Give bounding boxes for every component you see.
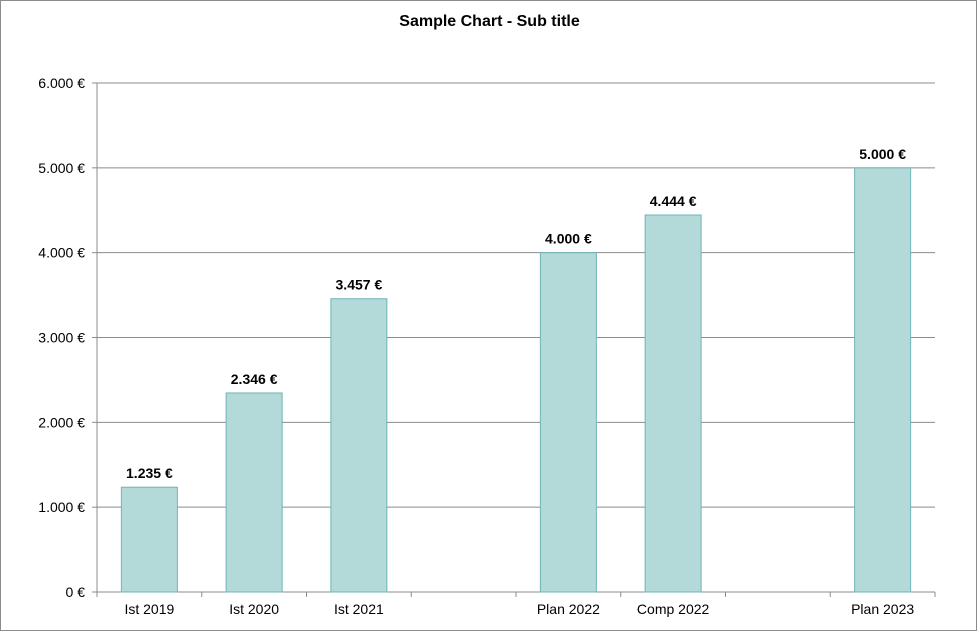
y-tick-label: 4.000 € (38, 245, 85, 261)
y-tick-label: 1.000 € (38, 499, 85, 515)
x-tick-label: Comp 2022 (637, 601, 710, 617)
bar (120, 486, 178, 593)
x-tick-label: Ist 2021 (334, 601, 384, 617)
bar (225, 392, 283, 593)
tick-labels: 0 € 1.000 € 2.000 € 3.000 € 4.000 € 5.000 € 6.… (38, 75, 914, 617)
y-tick-label: 0 € (66, 584, 86, 600)
x-tick-label: Ist 2019 (124, 601, 174, 617)
data-label: 3.457 € (336, 277, 383, 293)
axes (92, 82, 936, 597)
y-tick-label: 2.000 € (38, 414, 85, 430)
data-label: 5.000 € (859, 146, 906, 162)
y-tick-label: 3.000 € (38, 330, 85, 346)
data-label: 2.346 € (231, 371, 278, 387)
data-label: 4.444 € (650, 193, 697, 209)
gridlines (97, 82, 935, 508)
x-tick-label: Ist 2020 (229, 601, 279, 617)
data-label: 4.000 € (545, 231, 592, 247)
x-tick-label: Plan 2023 (851, 601, 914, 617)
chart-title: Sample Chart - Sub title (399, 13, 580, 30)
y-tick-label: 5.000 € (38, 160, 85, 176)
x-tick-label: Plan 2022 (537, 601, 600, 617)
bars (120, 167, 912, 593)
data-label: 1.235 € (126, 465, 173, 481)
bar (644, 214, 702, 593)
bar (854, 167, 912, 593)
y-tick-label: 6.000 € (38, 75, 85, 91)
bar (330, 298, 388, 593)
data-labels: 1.235 € 2.346 € 3.457 € 4.000 € 4.444 € 5.000… (126, 146, 906, 481)
bar (539, 252, 597, 593)
